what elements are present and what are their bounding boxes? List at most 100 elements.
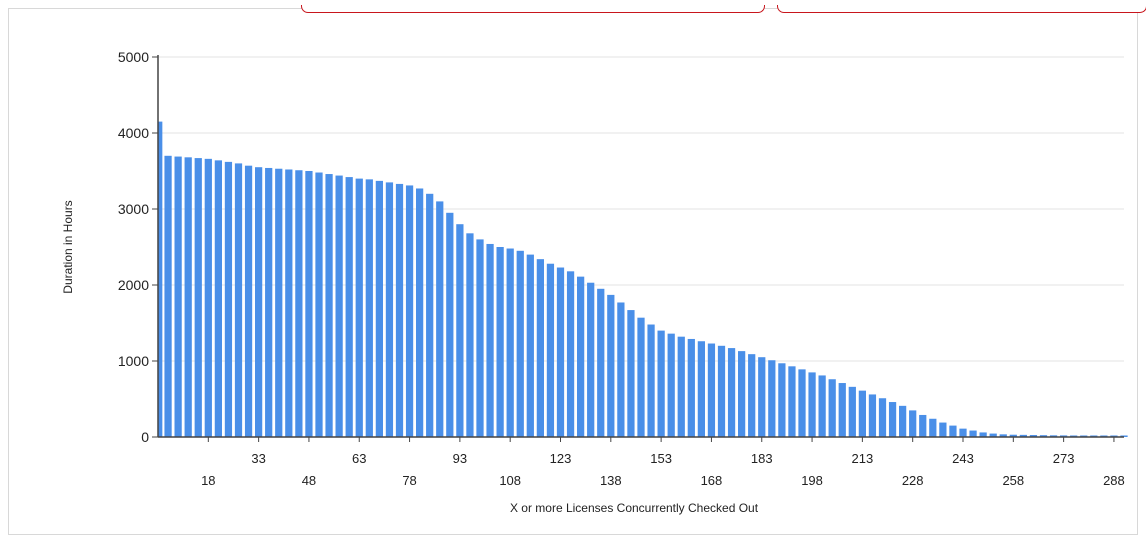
x-tick-label-108: 108: [499, 473, 521, 488]
bar-54: [325, 174, 333, 438]
bar-126: [566, 271, 575, 437]
bar-108: [506, 248, 514, 437]
bar-33: [255, 167, 263, 437]
bar-3: [158, 121, 163, 437]
bar-222: [888, 402, 897, 437]
bar-78: [405, 185, 414, 437]
bar-156: [667, 333, 675, 437]
bar-282: [1090, 435, 1098, 437]
bar-174: [727, 348, 736, 437]
bar-57: [335, 175, 343, 437]
bar-264: [1029, 435, 1038, 437]
bars: [158, 121, 1128, 438]
x-axis-label: X or more Licenses Concurrently Checked …: [510, 501, 759, 515]
bar-138: [607, 294, 615, 437]
bar-96: [466, 233, 474, 437]
bar-177: [738, 351, 746, 437]
x-tick-label-63: 63: [352, 451, 366, 466]
x-tick-label-228: 228: [902, 473, 924, 488]
x-tick-label-18: 18: [201, 473, 215, 488]
bar-162: [687, 338, 695, 437]
bar-84: [426, 193, 434, 437]
bar-123: [556, 267, 565, 437]
bar-183: [758, 357, 766, 437]
bar-45: [295, 170, 303, 438]
x-axis-ticks: 33 63 93 123 153 183 213 243 273 18 48 78 108 138 168 1…: [201, 437, 1125, 488]
bar-141: [617, 302, 625, 437]
bar-213: [858, 390, 866, 437]
bar-132: [587, 282, 595, 437]
y-tick-label-2000: 2000: [118, 277, 149, 293]
bar-81: [416, 188, 424, 437]
bar-135: [597, 288, 605, 437]
bar-228: [909, 410, 917, 437]
bar-87: [436, 201, 444, 437]
x-tick-label-168: 168: [701, 473, 723, 488]
grid-lines: [158, 56, 1124, 362]
bar-24: [224, 161, 233, 437]
x-tick-label-153: 153: [650, 451, 672, 466]
bar-21: [214, 160, 222, 438]
bar-258: [1009, 434, 1017, 437]
bar-117: [536, 259, 544, 437]
bar-261: [1019, 434, 1027, 437]
bar-171: [717, 345, 726, 437]
bar-273: [1060, 435, 1068, 437]
bar-207: [838, 383, 846, 437]
bar-270: [1049, 435, 1058, 437]
bar-180: [748, 354, 756, 437]
x-tick-label-33: 33: [251, 451, 265, 466]
bar-18: [204, 158, 212, 437]
bar-276: [1070, 435, 1078, 437]
bar-6: [164, 155, 172, 438]
bar-99: [476, 239, 484, 437]
x-tick-label-78: 78: [402, 473, 416, 488]
bar-66: [365, 179, 373, 438]
y-axis-label: Duration in Hours: [61, 200, 75, 293]
bar-72: [385, 182, 394, 437]
bar-186: [768, 360, 776, 437]
x-tick-label-183: 183: [751, 451, 773, 466]
bar-75: [395, 183, 404, 437]
bar-246: [969, 430, 977, 437]
bar-201: [818, 375, 826, 437]
bar-291: [1120, 435, 1128, 437]
bar-15: [194, 158, 202, 437]
bar-63: [355, 178, 363, 437]
y-tick-label-0: 0: [141, 429, 149, 445]
bar-150: [647, 324, 655, 437]
x-tick-label-48: 48: [302, 473, 316, 488]
bar-210: [848, 386, 856, 437]
bar-168: [707, 343, 716, 437]
bar-60: [345, 177, 353, 437]
bar-42: [285, 169, 293, 438]
bar-198: [808, 372, 816, 437]
bar-30: [244, 165, 253, 437]
bar-225: [899, 405, 907, 437]
bar-111: [516, 250, 524, 437]
x-tick-label-243: 243: [952, 451, 974, 466]
y-axis-ticks: 0 1000 2000 3000 4000 5000: [118, 49, 158, 445]
bar-93: [456, 224, 464, 437]
bar-39: [275, 168, 283, 437]
bar-204: [828, 379, 836, 437]
bar-192: [788, 366, 796, 437]
y-tick-label-3000: 3000: [118, 201, 149, 217]
bar-36: [265, 167, 273, 437]
y-tick-label-4000: 4000: [118, 125, 149, 141]
bar-147: [637, 317, 645, 437]
bar-105: [496, 247, 504, 437]
bar-51: [315, 172, 323, 437]
bar-48: [305, 171, 313, 437]
x-tick-label-288: 288: [1103, 473, 1125, 488]
bar-90: [446, 212, 454, 437]
x-tick-label-93: 93: [453, 451, 467, 466]
bar-153: [657, 330, 665, 437]
bar-189: [778, 363, 786, 437]
y-tick-label-1000: 1000: [118, 353, 149, 369]
bar-27: [234, 163, 243, 437]
bar-249: [979, 432, 987, 437]
bar-267: [1039, 435, 1048, 437]
bar-279: [1080, 435, 1088, 437]
